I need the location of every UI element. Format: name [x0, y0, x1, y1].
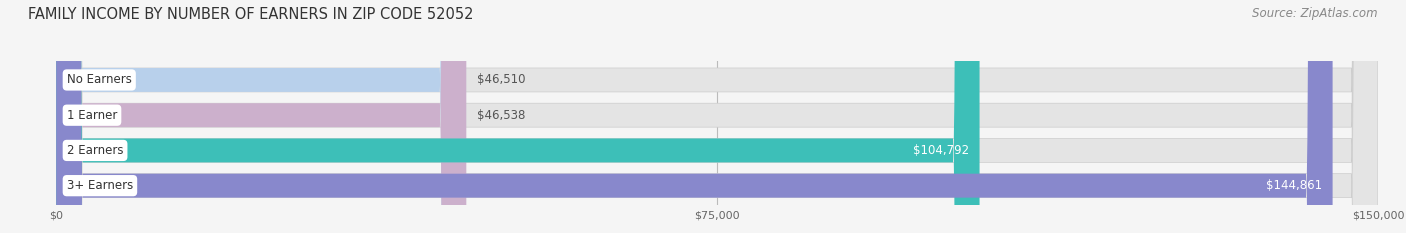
Text: No Earners: No Earners — [67, 73, 132, 86]
Text: 2 Earners: 2 Earners — [67, 144, 124, 157]
FancyBboxPatch shape — [56, 0, 1333, 233]
FancyBboxPatch shape — [56, 0, 1378, 233]
Text: $144,861: $144,861 — [1265, 179, 1322, 192]
Text: FAMILY INCOME BY NUMBER OF EARNERS IN ZIP CODE 52052: FAMILY INCOME BY NUMBER OF EARNERS IN ZI… — [28, 7, 474, 22]
FancyBboxPatch shape — [56, 0, 465, 233]
FancyBboxPatch shape — [56, 0, 1378, 233]
Text: 1 Earner: 1 Earner — [67, 109, 117, 122]
Text: $104,792: $104,792 — [912, 144, 969, 157]
FancyBboxPatch shape — [56, 0, 1378, 233]
FancyBboxPatch shape — [56, 0, 1378, 233]
Text: $46,538: $46,538 — [477, 109, 526, 122]
FancyBboxPatch shape — [56, 0, 467, 233]
Text: Source: ZipAtlas.com: Source: ZipAtlas.com — [1253, 7, 1378, 20]
Text: 3+ Earners: 3+ Earners — [67, 179, 134, 192]
FancyBboxPatch shape — [56, 0, 980, 233]
Text: $46,510: $46,510 — [477, 73, 524, 86]
